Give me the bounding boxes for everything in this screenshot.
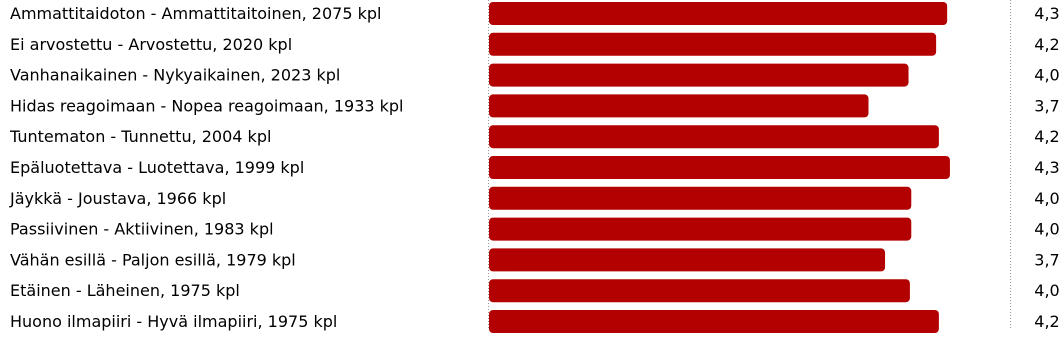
bar: [489, 94, 869, 118]
category-label: Ammattitaidoton - Ammattitaitoinen, 2075…: [10, 4, 381, 23]
value-label: 4,2: [1034, 35, 1059, 54]
category-label: Ei arvostettu - Arvostettu, 2020 kpl: [10, 35, 292, 54]
value-label: 4,0: [1034, 220, 1059, 239]
bar: [489, 63, 909, 87]
value-label: 3,7: [1034, 250, 1059, 269]
bar: [489, 279, 910, 303]
value-label: 4,0: [1034, 66, 1059, 85]
bar: [489, 125, 939, 149]
bar: [489, 217, 912, 241]
bar: [489, 248, 886, 272]
value-label: 4,0: [1034, 281, 1059, 300]
bar: [489, 2, 948, 25]
value-label: 4,2: [1034, 312, 1059, 331]
bar: [489, 156, 950, 179]
bar: [489, 32, 937, 56]
value-label: 3,7: [1034, 96, 1059, 115]
value-label: 4,3: [1034, 4, 1059, 23]
bar: [489, 186, 912, 210]
category-label: Epäluotettava - Luotettava, 1999 kpl: [10, 158, 304, 177]
category-label: Hidas reagoimaan - Nopea reagoimaan, 193…: [10, 96, 404, 115]
value-label: 4,3: [1034, 158, 1059, 177]
value-label: 4,0: [1034, 189, 1059, 208]
value-label: 4,2: [1034, 127, 1059, 146]
category-label: Tuntematon - Tunnettu, 2004 kpl: [9, 127, 271, 146]
bar: [489, 310, 939, 333]
category-label: Vähän esillä - Paljon esillä, 1979 kpl: [10, 250, 296, 269]
category-label: Passiivinen - Aktiivinen, 1983 kpl: [10, 220, 274, 239]
category-label: Huono ilmapiiri - Hyvä ilmapiiri, 1975 k…: [10, 312, 337, 331]
category-label: Jäykkä - Joustava, 1966 kpl: [9, 189, 226, 208]
category-label: Vanhanaikainen - Nykyaikainen, 2023 kpl: [10, 66, 340, 85]
chart-rows: Ammattitaidoton - Ammattitaitoinen, 2075…: [9, 2, 1059, 333]
category-label: Etäinen - Läheinen, 1975 kpl: [10, 281, 240, 300]
